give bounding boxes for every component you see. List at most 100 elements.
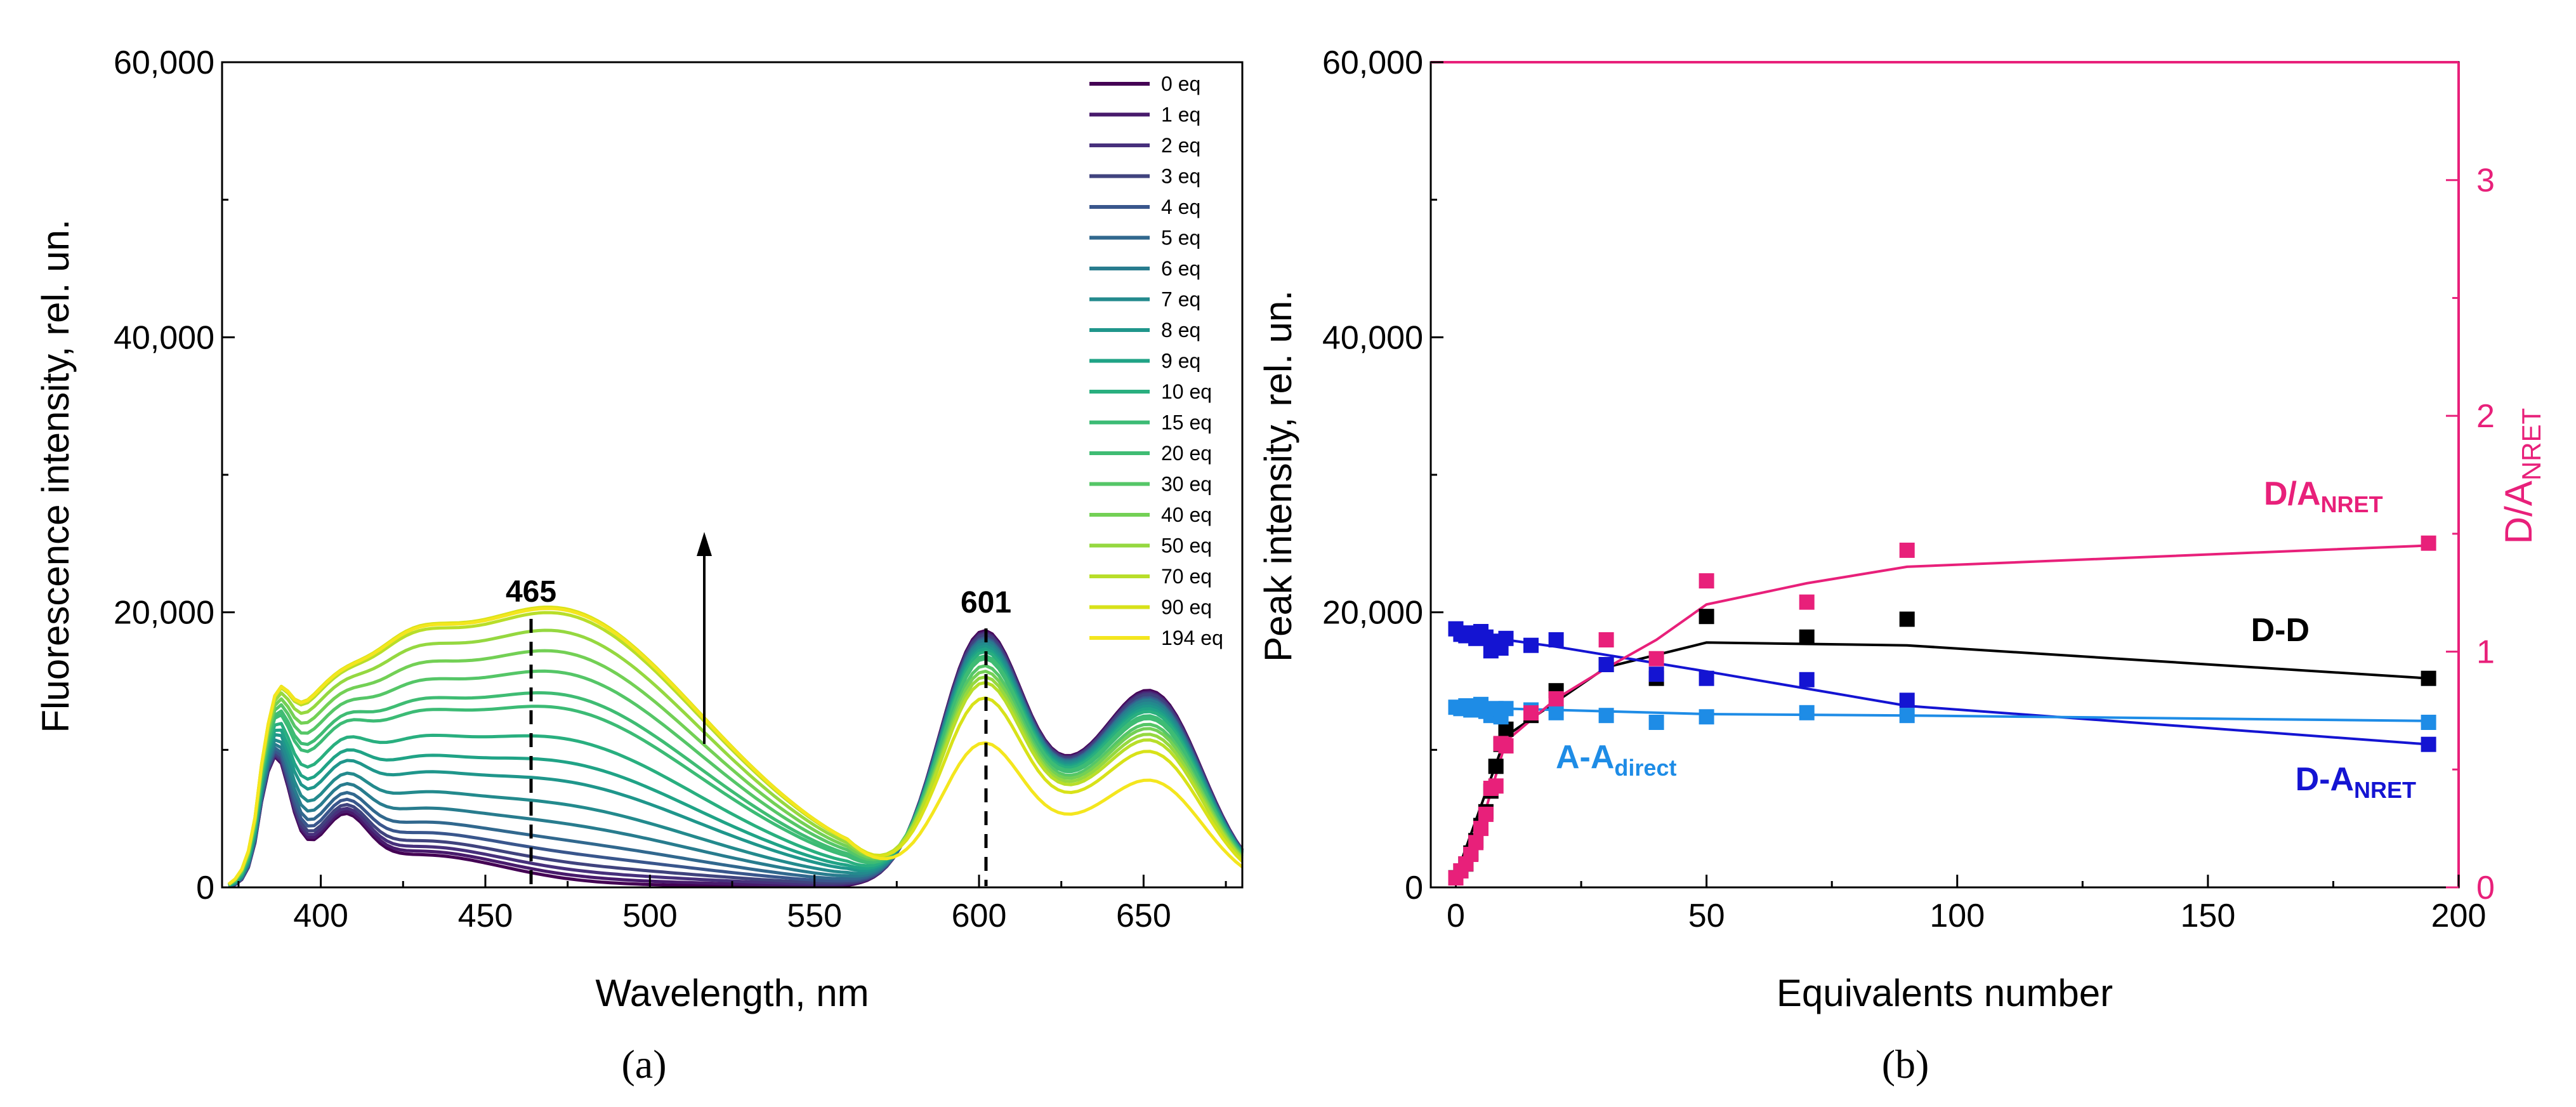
x-tick-label-a: 400: [293, 898, 348, 934]
spectrum-curve: [228, 650, 1244, 887]
spectrum-curve: [227, 649, 1244, 886]
y-axis-title-a: Fluorescence intensity, rel. un.: [34, 219, 77, 732]
panel-label-a: (a): [621, 1042, 666, 1087]
spectrum-curve: [228, 647, 1244, 887]
legend-label: 10 eq: [1161, 380, 1212, 403]
data-point: [1648, 715, 1664, 730]
x-axis-title-a: Wavelength, nm: [595, 972, 869, 1014]
y-axis-title-b: Peak intensity, rel. un.: [1257, 290, 1299, 662]
peak-label-465: 465: [506, 575, 556, 609]
data-point: [1899, 693, 1915, 708]
data-point: [1899, 542, 1915, 558]
y2-tick-label-b: 0: [2476, 870, 2495, 906]
x-axis-title-b: Equivalents number: [1777, 972, 2113, 1014]
spectrum-curve: [227, 607, 1244, 886]
legend-label: 15 eq: [1161, 411, 1212, 434]
series-label-da-nret: D-ANRET: [2296, 761, 2416, 803]
legend-label: 194 eq: [1161, 626, 1223, 649]
data-point: [1648, 666, 1664, 682]
data-point: [1468, 835, 1484, 851]
legend-label: 70 eq: [1161, 565, 1212, 588]
y-tick-label-b: 0: [1405, 870, 1423, 906]
legend-label: 2 eq: [1161, 134, 1200, 157]
panel-a: 400 450 500 550 600 650 0 20,000 40,000 60,000 46…: [34, 44, 1244, 1087]
data-point: [1498, 738, 1514, 754]
data-point: [1799, 594, 1815, 610]
y-tick-label-a: 20,000: [114, 595, 214, 632]
spectra-curves: [227, 606, 1244, 889]
x-tick-label-b: 0: [1447, 898, 1465, 934]
data-point: [1523, 637, 1539, 653]
legend-label: 9 eq: [1161, 350, 1200, 373]
data-point: [1478, 806, 1494, 822]
x-tick-label-a: 550: [787, 898, 842, 934]
x-tick-label-b: 150: [2180, 898, 2235, 934]
y2-tick-label-b: 2: [2476, 398, 2495, 435]
data-point: [1488, 759, 1504, 774]
data-point: [1473, 821, 1488, 837]
x-tick-label-a: 500: [622, 898, 678, 934]
data-point: [1699, 573, 1714, 589]
data-point: [1899, 611, 1915, 627]
series-label-d-a-nret-ratio: D/ANRET: [2264, 475, 2383, 517]
legend-label: 8 eq: [1161, 319, 1200, 341]
x-tick-label-a: 650: [1116, 898, 1171, 934]
x-tick-label-b: 100: [1929, 898, 1985, 934]
y2-tick-label-b: 1: [2476, 634, 2495, 671]
spectrum-curve: [227, 628, 1244, 886]
x-tick-label-b: 50: [1688, 898, 1725, 934]
data-point: [2421, 736, 2436, 752]
data-point: [1523, 705, 1539, 721]
legend-label: 4 eq: [1161, 196, 1200, 218]
legend-label: 7 eq: [1161, 288, 1200, 311]
spectrum-curve: [228, 641, 1244, 888]
legend: 0 eq 1 eq 2 eq 3 eq 4 eq 5 eq 6 eq 7 eq 8 eq 9 eq…: [1089, 72, 1223, 649]
y-tick-label-a: 40,000: [114, 319, 214, 356]
data-point: [2421, 670, 2436, 686]
data-point: [1799, 705, 1815, 720]
data-point: [1899, 708, 1915, 724]
legend-label: 5 eq: [1161, 227, 1200, 249]
data-point: [1799, 672, 1815, 687]
data-point: [1648, 651, 1664, 666]
y-tick-label-b: 40,000: [1322, 319, 1423, 356]
peak-label-601: 601: [961, 586, 1011, 620]
data-point: [1699, 670, 1714, 686]
y-tick-label-a: 60,000: [114, 44, 214, 81]
legend-label: 20 eq: [1161, 442, 1212, 465]
y-tick-label-b: 60,000: [1322, 44, 1423, 81]
legend-label: 40 eq: [1161, 503, 1212, 526]
legend-label: 30 eq: [1161, 473, 1212, 496]
data-point: [1799, 629, 1815, 645]
data-point: [1598, 708, 1614, 724]
x-tick-label-a: 600: [952, 898, 1007, 934]
legend-label: 90 eq: [1161, 596, 1212, 619]
data-point: [1598, 657, 1614, 672]
spectrum-curve: [228, 657, 1244, 887]
data-point: [1699, 609, 1714, 625]
data-point: [1598, 632, 1614, 647]
series-label-dd: D-D: [2251, 612, 2310, 649]
legend-label: 6 eq: [1161, 257, 1200, 280]
x-tick-label-b: 200: [2431, 898, 2487, 934]
data-point: [1488, 778, 1504, 794]
legend-label: 50 eq: [1161, 534, 1212, 557]
axis-ticks-a: 400 450 500 550 600 650 0 20,000 40,000 60,000: [114, 44, 1227, 934]
data-point: [1548, 705, 1564, 720]
y2-axis-title-b: D/ANRET: [2497, 408, 2546, 544]
y-tick-label-b: 20,000: [1322, 595, 1423, 632]
data-point: [1498, 701, 1514, 717]
legend-label: 3 eq: [1161, 165, 1200, 188]
data-point: [2421, 535, 2436, 551]
data-point: [2421, 715, 2436, 730]
x-tick-label-a: 450: [458, 898, 513, 934]
panel-label-b: (b): [1882, 1042, 1929, 1087]
legend-label: 0 eq: [1161, 72, 1200, 95]
series-label-aa-direct: A-Adirect: [1556, 739, 1676, 781]
legend-label: 1 eq: [1161, 103, 1200, 126]
data-points: [1448, 535, 2436, 886]
